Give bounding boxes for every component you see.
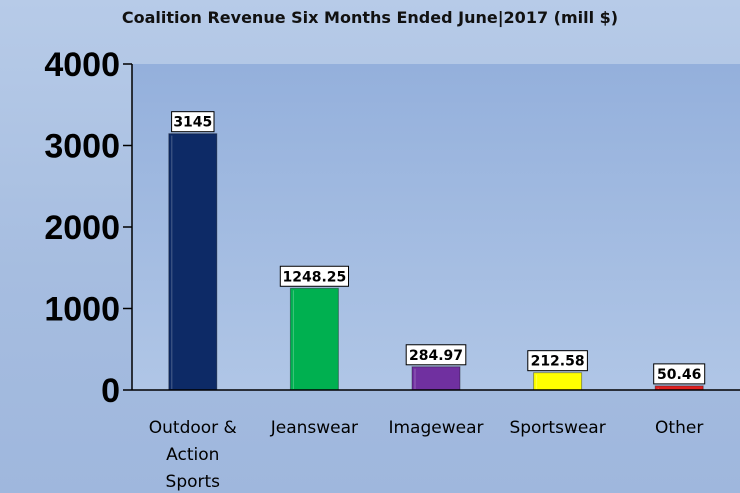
x-tick-label: Imagewear [388, 418, 483, 438]
y-tick-label: 0 [101, 372, 120, 410]
data-label: 284.97 [409, 348, 463, 364]
x-tick-label: Jeanswear [270, 418, 358, 438]
x-labels-group: Outdoor & Action Sports Jeanswear Imagewear S… [149, 418, 704, 492]
y-tick-label: 1000 [44, 291, 120, 329]
data-labels-group: 3145 1248.25 284.97 212.58 50.46 [171, 111, 706, 385]
x-tick-label: Sportswear [509, 418, 605, 438]
y-tick-label: 3000 [44, 128, 120, 166]
x-tick-label: Action [166, 445, 219, 465]
bar [168, 133, 218, 391]
y-tick-label: 2000 [44, 209, 120, 247]
data-label: 50.46 [657, 367, 701, 383]
bar [533, 372, 583, 391]
data-label-box [171, 111, 215, 133]
data-label: 3145 [173, 115, 212, 131]
data-label-box [527, 350, 588, 372]
data-label-box [279, 265, 349, 287]
plot-area [132, 64, 740, 390]
bars-group [168, 133, 704, 391]
data-label: 1248.25 [283, 269, 347, 285]
x-tick-label: Sports [166, 472, 221, 492]
x-tick-label: Outdoor & [149, 418, 237, 438]
x-tick-label: Other [655, 418, 703, 438]
chart-title: Coalition Revenue Six Months Ended June|… [122, 8, 618, 28]
bar [411, 366, 461, 391]
y-ticks-group: 0 1000 2000 3000 4000 [44, 46, 132, 410]
data-label-box [405, 344, 467, 366]
bar [289, 287, 339, 391]
data-label-box [653, 363, 706, 385]
data-label: 212.58 [531, 354, 585, 370]
y-tick-label: 4000 [44, 46, 120, 84]
